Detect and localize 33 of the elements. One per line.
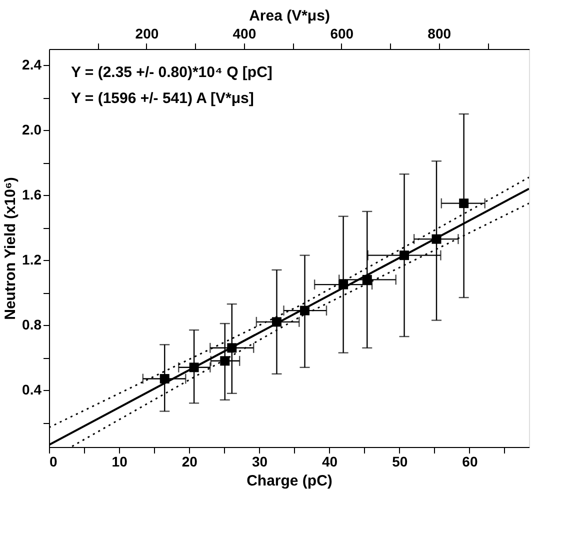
x2-axis-title: Area (V*μs) bbox=[249, 8, 330, 24]
x2-tick-label: 800 bbox=[428, 26, 452, 42]
x-tick-label: 10 bbox=[112, 454, 128, 470]
point bbox=[300, 306, 310, 316]
x2-tick-label: 600 bbox=[330, 26, 354, 42]
point bbox=[400, 250, 410, 260]
x-axis-title: Charge (pC) bbox=[246, 472, 332, 490]
x-tick-label: 40 bbox=[322, 454, 338, 470]
y-tick-label: 2.0 bbox=[22, 122, 42, 138]
x-tick-label: 20 bbox=[182, 454, 198, 470]
y-tick-label: 1.2 bbox=[22, 252, 42, 268]
point bbox=[362, 274, 372, 284]
x-tick-label: 0 bbox=[50, 454, 58, 470]
point bbox=[459, 198, 469, 208]
annotation: Y = (1596 +/- 541) A [V*μs] bbox=[71, 90, 254, 107]
point bbox=[189, 362, 199, 372]
annotation: Y = (2.35 +/- 0.80)*10⁴ Q [pC] bbox=[71, 64, 272, 81]
x-tick-label: 30 bbox=[252, 454, 268, 470]
point bbox=[272, 317, 282, 327]
point bbox=[432, 234, 442, 244]
y-axis-title: Neutron Yield (x10⁶) bbox=[2, 177, 20, 320]
point bbox=[338, 280, 348, 290]
x2-tick-label: 200 bbox=[135, 26, 159, 42]
x2-tick-label: 400 bbox=[232, 26, 256, 42]
point bbox=[220, 356, 230, 366]
point bbox=[160, 374, 170, 384]
y-tick-label: 0.8 bbox=[22, 316, 42, 333]
point bbox=[227, 343, 237, 353]
x-tick-label: 50 bbox=[392, 454, 408, 470]
y-tick-label: 2.4 bbox=[22, 56, 42, 73]
y-tick-label: 0.4 bbox=[22, 382, 42, 398]
x-tick-label: 60 bbox=[462, 454, 478, 470]
y-tick-label: 1.6 bbox=[22, 186, 42, 203]
